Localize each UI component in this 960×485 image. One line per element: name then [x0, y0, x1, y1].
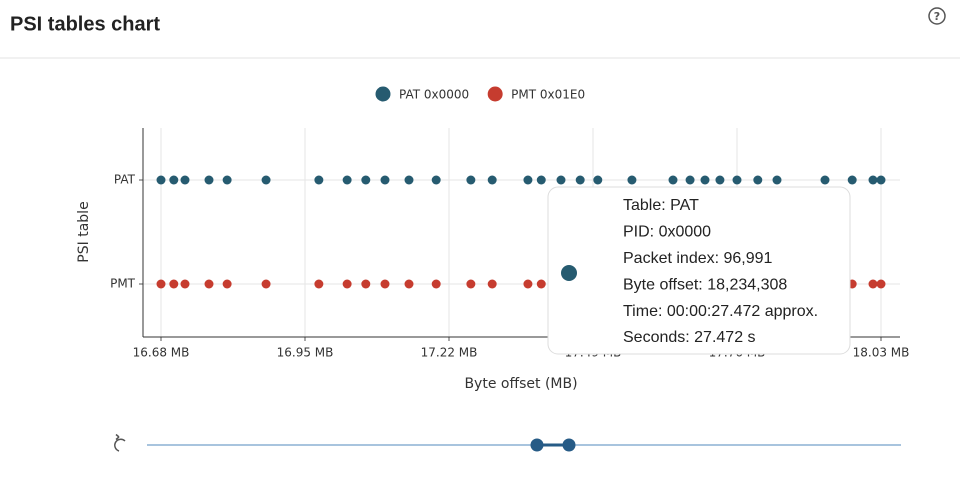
- data-point: [361, 279, 371, 289]
- data-point: [575, 175, 585, 185]
- data-point: [732, 175, 742, 185]
- x-tick-label: 18.03 MB: [853, 346, 910, 360]
- data-point: [404, 175, 414, 185]
- data-point: [261, 175, 271, 185]
- help-button[interactable]: ?: [928, 7, 946, 25]
- legend-label: PAT 0x0000: [399, 88, 469, 102]
- range-slider[interactable]: [114, 433, 901, 452]
- data-point: [380, 175, 390, 185]
- data-point: [536, 279, 546, 289]
- data-point: [868, 279, 878, 289]
- data-point: [342, 279, 352, 289]
- data-point: [487, 175, 497, 185]
- data-point: [593, 175, 603, 185]
- data-point: [715, 175, 725, 185]
- tooltip-marker: [561, 265, 577, 281]
- x-tick-label: 16.95 MB: [277, 346, 334, 360]
- data-point: [361, 175, 371, 185]
- chart-title: PSI tables chart: [10, 13, 160, 35]
- tooltip-line: Seconds: 27.472 s: [623, 329, 756, 346]
- legend-marker: [375, 86, 391, 102]
- tooltip-line: Packet index: 96,991: [623, 250, 773, 267]
- data-point: [222, 175, 232, 185]
- y-axis-label: PSI table: [76, 201, 92, 262]
- data-point: [536, 175, 546, 185]
- legend-label: PMT 0x01E0: [511, 88, 585, 102]
- data-point: [404, 279, 414, 289]
- data-point: [342, 175, 352, 185]
- data-point: [431, 279, 441, 289]
- tooltip-line: PID: 0x0000: [623, 224, 711, 241]
- data-point: [487, 279, 497, 289]
- data-point: [169, 279, 179, 289]
- help-icon: [928, 7, 946, 25]
- data-point: [466, 175, 476, 185]
- data-point: [169, 175, 179, 185]
- data-point: [523, 279, 533, 289]
- x-tick-label: 17.22 MB: [421, 346, 478, 360]
- data-point: [772, 175, 782, 185]
- data-point: [204, 175, 214, 185]
- data-point: [668, 175, 678, 185]
- tooltip: Table: PAT PID: 0x0000 Packet index: 96,99…: [547, 186, 851, 355]
- reset-icon[interactable]: [114, 433, 126, 452]
- data-point: [868, 175, 878, 185]
- data-point: [180, 279, 190, 289]
- legend-marker: [487, 86, 503, 102]
- slider-handle[interactable]: [530, 438, 544, 452]
- tooltip-line: Time: 00:00:27.472 approx.: [623, 303, 818, 320]
- data-point: [156, 175, 166, 185]
- data-point: [466, 279, 476, 289]
- data-point: [753, 175, 763, 185]
- data-point: [380, 279, 390, 289]
- data-point: [431, 175, 441, 185]
- y-tick-label: PMT: [110, 277, 136, 291]
- tooltip-box: [547, 186, 851, 355]
- data-point: [700, 175, 710, 185]
- data-point: [314, 175, 324, 185]
- data-point: [180, 175, 190, 185]
- x-tick-label: 16.68 MB: [133, 346, 190, 360]
- data-point: [222, 279, 232, 289]
- x-axis-label: Byte offset (MB): [464, 376, 577, 392]
- tooltip-line: Table: PAT: [623, 197, 699, 214]
- data-point: [685, 175, 695, 185]
- data-point: [627, 175, 637, 185]
- y-tick-label: PAT: [114, 173, 136, 187]
- data-point: [156, 279, 166, 289]
- data-point: [523, 175, 533, 185]
- data-point: [820, 175, 830, 185]
- slider-handle[interactable]: [562, 438, 576, 452]
- data-point: [876, 175, 886, 185]
- data-point: [261, 279, 271, 289]
- data-point: [556, 175, 566, 185]
- data-point: [876, 279, 886, 289]
- help-text: ?: [934, 10, 940, 23]
- data-point: [847, 175, 857, 185]
- data-point: [204, 279, 214, 289]
- data-point: [314, 279, 324, 289]
- tooltip-line: Byte offset: 18,234,308: [623, 276, 787, 293]
